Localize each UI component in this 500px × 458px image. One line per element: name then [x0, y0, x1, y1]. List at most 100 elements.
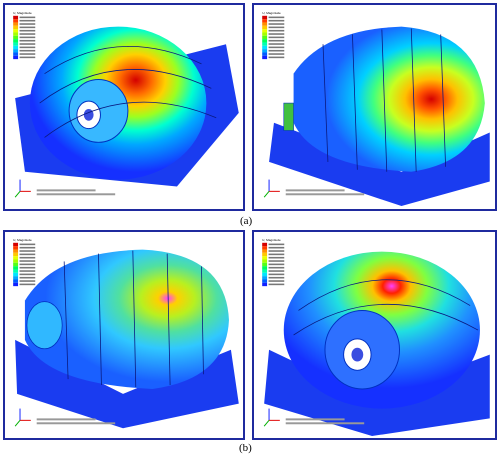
- legend-swatch: [13, 32, 19, 36]
- legend-value: [19, 246, 36, 249]
- legend-swatch: [262, 259, 268, 263]
- rib-line: [44, 46, 202, 74]
- legend-swatch: [262, 276, 268, 280]
- legend-value: [19, 33, 36, 35]
- legend-swatch: [262, 19, 268, 23]
- triad-icon: [14, 408, 31, 427]
- caption-b: (b): [239, 442, 252, 454]
- fea-render-a-right: U, Magnitude: [262, 11, 490, 207]
- legend-value: [268, 56, 285, 59]
- legend-value: [19, 23, 36, 25]
- legend-swatch: [262, 256, 268, 260]
- end-shield: [26, 301, 63, 350]
- legend-swatch: [262, 266, 268, 270]
- rib-line: [201, 266, 204, 375]
- legend-swatch: [13, 22, 19, 26]
- legend-swatch: [262, 35, 268, 40]
- panel-a-left: U, Magnitude: [3, 3, 245, 211]
- info-line: [36, 193, 116, 196]
- legend-swatch: [13, 282, 19, 287]
- motor-housing: [293, 26, 485, 172]
- legend-swatches: [13, 242, 36, 287]
- legend-swatch: [13, 45, 19, 50]
- shaft: [351, 347, 364, 362]
- triad-icon: [263, 179, 280, 198]
- legend-value: [19, 253, 36, 256]
- legend-swatch: [13, 256, 19, 260]
- info-line: [36, 422, 116, 425]
- legend-value: [19, 250, 36, 252]
- legend-value: [19, 36, 36, 39]
- legend-swatch: [262, 272, 268, 277]
- legend-swatch: [13, 55, 19, 60]
- rib-line: [44, 101, 217, 138]
- info-line: [285, 193, 365, 196]
- legend-value: [19, 283, 36, 286]
- legend-value: [268, 246, 285, 249]
- legend-title: U, Magnitude: [262, 238, 281, 242]
- legend-value: [19, 270, 36, 272]
- legend: U, Magnitude: [13, 238, 36, 287]
- legend-swatch: [262, 39, 268, 43]
- rib-line: [298, 279, 471, 311]
- legend-swatch: [13, 252, 19, 257]
- info-line: [285, 422, 365, 425]
- legend-value: [268, 29, 285, 32]
- legend-value: [268, 43, 285, 45]
- legend-value: [268, 39, 285, 42]
- legend-swatch: [262, 29, 268, 33]
- legend-value: [268, 273, 285, 276]
- legend-swatch: [262, 15, 268, 20]
- legend-swatch: [262, 45, 268, 50]
- shaft: [83, 108, 94, 121]
- legend-value: [268, 256, 285, 259]
- legend-value: [268, 250, 285, 252]
- legend-value: [19, 243, 36, 246]
- legend-swatch: [13, 249, 19, 253]
- legend-value: [19, 276, 36, 279]
- info-line: [285, 189, 345, 192]
- legend-title: U, Magnitude: [262, 11, 281, 15]
- legend-swatches: [262, 15, 285, 60]
- rib-line: [39, 69, 212, 104]
- legend-swatch: [262, 249, 268, 253]
- legend-value: [268, 263, 285, 266]
- legend-swatch: [13, 259, 19, 263]
- legend-value: [19, 260, 36, 262]
- rib-line: [166, 253, 171, 386]
- legend-swatch: [13, 246, 19, 250]
- legend-swatch: [262, 279, 268, 283]
- legend-value: [268, 49, 285, 52]
- legend-swatch: [13, 42, 19, 46]
- legend-value: [268, 16, 285, 19]
- legend-swatch: [13, 262, 19, 267]
- legend-value: [268, 19, 285, 22]
- legend-value: [19, 49, 36, 52]
- legend-value: [19, 43, 36, 45]
- legend-swatch: [262, 52, 268, 56]
- legend-swatches: [13, 15, 36, 60]
- legend-value: [19, 56, 36, 59]
- legend-value: [268, 270, 285, 272]
- legend-value: [19, 29, 36, 32]
- legend-swatch: [262, 55, 268, 60]
- legend: U, Magnitude: [13, 11, 36, 60]
- legend-swatch: [13, 52, 19, 56]
- panel-b-left: U, Magnitude: [3, 230, 245, 440]
- legend-value: [19, 19, 36, 22]
- legend-swatch: [262, 42, 268, 46]
- rib-line: [381, 29, 388, 172]
- legend-value: [268, 26, 285, 29]
- fea-render-b-left: U, Magnitude: [13, 238, 239, 429]
- rib-line: [98, 253, 102, 386]
- legend-title: U, Magnitude: [13, 11, 32, 15]
- panel-a-right: U, Magnitude: [252, 3, 497, 211]
- rib-line: [352, 34, 358, 170]
- rib-line: [440, 34, 446, 167]
- legend-value: [19, 39, 36, 42]
- legend-value: [19, 26, 36, 29]
- legend-swatch: [262, 49, 268, 53]
- legend-swatch: [262, 252, 268, 257]
- rib-line: [410, 28, 417, 172]
- legend-value: [268, 280, 285, 282]
